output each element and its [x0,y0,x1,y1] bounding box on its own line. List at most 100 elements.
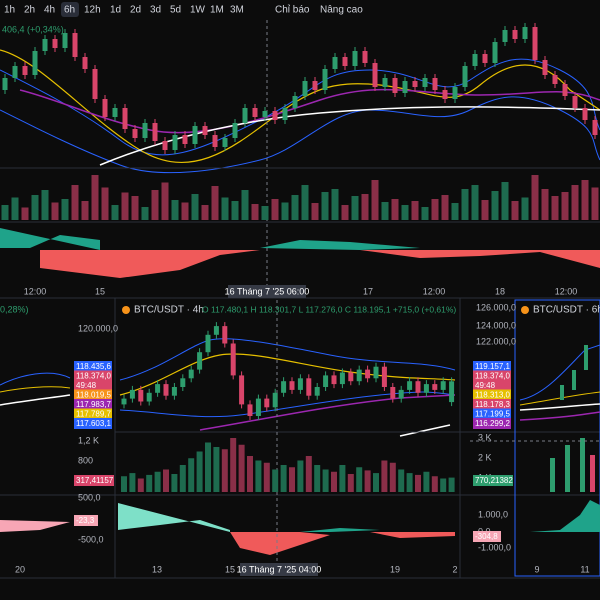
volume-bar [415,474,421,492]
price-tag-label: 117.603,1 [76,419,112,428]
candle [132,129,138,138]
volume-bar [541,189,549,220]
interval-button[interactable]: 12h [84,5,101,16]
interval-button[interactable]: 1W [190,5,206,16]
candle [372,63,378,87]
price-tag [74,389,112,401]
candle [572,96,578,108]
candle [212,135,218,147]
right-candles [560,345,588,400]
interval-button[interactable]: 1h [4,5,15,16]
candle [592,120,598,135]
candle [12,66,18,78]
candle [432,384,438,390]
time-label: 12:00 [24,286,47,296]
price-tag-label: -23,3 [76,516,95,525]
ma-white [0,394,71,406]
volume-bar [230,438,237,492]
price-tag [74,361,112,372]
volume-bar [241,190,249,220]
candle [449,381,455,403]
candle [297,378,303,390]
candle [162,141,168,150]
candle [472,54,478,66]
volume-bar [461,189,469,220]
volume-bar [322,469,329,492]
volume-bar [401,205,409,220]
candle [155,384,161,393]
price-tag [473,418,511,429]
candle [121,398,127,405]
ma-yellow [0,386,71,393]
price-tag [74,418,112,429]
volume-bar [321,192,329,220]
interval-button[interactable]: 2d [130,5,141,16]
candle [2,78,8,90]
volume-bar [231,201,239,220]
price-tag [74,408,112,420]
interval-button[interactable]: 2h [24,5,35,16]
candle [152,123,158,141]
ma-purple [519,411,600,421]
crosshair-label-bg [228,285,306,298]
volume-bar [205,442,211,492]
symbol-icon [521,306,529,314]
volume-bar [339,465,346,492]
candle [331,375,337,385]
candle [146,392,152,402]
price-label: 122.000,0 [476,336,516,346]
advanced-button[interactable]: Nâng cao [320,5,363,16]
interval-button[interactable]: 1M [210,5,224,16]
candle [407,381,413,390]
interval-button[interactable]: 3d [150,5,161,16]
candle [572,370,576,390]
interval-button[interactable]: 4h [44,5,55,16]
price-tag-label: 118.374,0 [76,372,112,381]
ma-white [399,424,451,437]
candle [312,81,318,90]
ohlc-legend: O 117.480,1 H 118.301,7 L 117.276,0 C 11… [202,304,456,314]
interval-button[interactable]: 1d [110,5,121,16]
time-label: 15 [95,286,105,296]
price-tag-label: 770,21382 [475,476,513,485]
price-tag-label: 118.374,0 [475,372,511,381]
time-label: 18 [495,286,505,296]
price-tag-label: 119.157,1 [475,362,511,371]
volume-bar [581,180,589,220]
macd-label: 500,0 [78,492,101,502]
price-tag-label: 49:48 [475,381,496,390]
volume-bar [21,207,29,220]
macd-histogram [360,250,600,268]
label: 406,4 (+0,34%) [2,24,64,34]
interval-button[interactable]: 3M [230,5,244,16]
volume-bar [71,185,79,220]
macd-histogram [40,250,260,278]
macd-histogram [0,520,70,532]
candle [172,135,178,150]
crosshair-label-bg [240,563,318,576]
macd-histogram [530,500,600,532]
volume-bar [421,207,429,220]
candle [232,123,238,138]
candle [398,389,404,399]
price-label: 124.000,0 [476,320,516,330]
bollinger-upper [0,58,600,156]
volume-bar [389,462,396,492]
price-tag-label: 117.983,7 [76,400,112,409]
volume-bar [261,206,269,220]
volume-bar [423,471,430,492]
interval-button[interactable]: 6h [64,5,75,16]
symbol: BTC/USDT · 4h [134,305,204,316]
price-tag [74,475,114,486]
indicators-button[interactable]: Chỉ báo [275,4,310,16]
price-tag-label: 118.313,0 [475,391,511,400]
symbol: BTC/USDT · 6h [533,305,600,316]
candle [423,384,429,393]
candle [352,51,358,66]
volume-bar [191,194,199,220]
candle [415,381,421,393]
interval-button[interactable]: 5d [170,5,181,16]
candle [402,81,408,93]
ma-purple [19,88,600,134]
